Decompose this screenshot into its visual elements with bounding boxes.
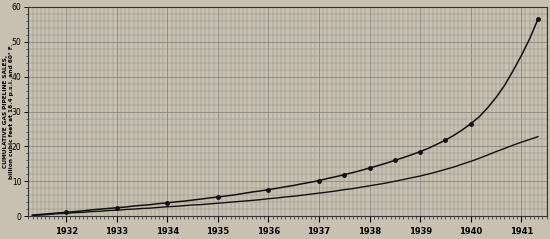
Y-axis label: CUMULATIVE GAS PIPELINE SALES,
billion cubic feet at 16.4 p.s.i. and 60° F.: CUMULATIVE GAS PIPELINE SALES, billion c… bbox=[3, 44, 14, 179]
